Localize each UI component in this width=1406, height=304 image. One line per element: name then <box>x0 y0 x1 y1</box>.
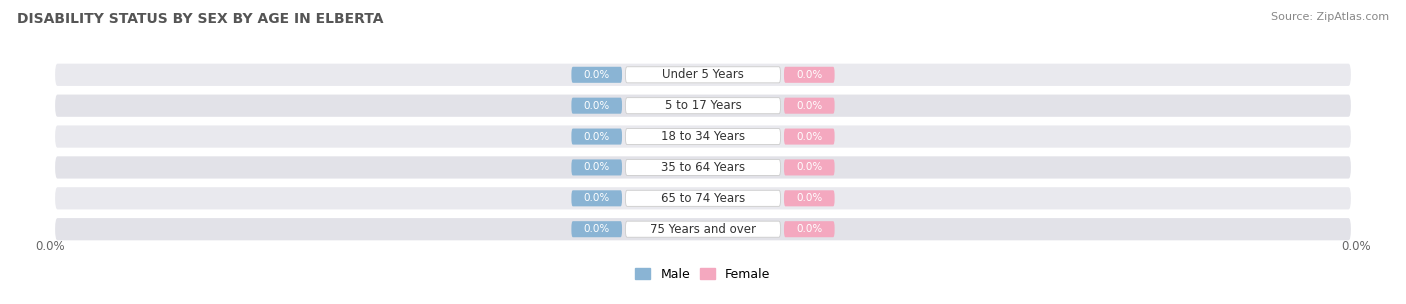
FancyBboxPatch shape <box>785 221 835 237</box>
FancyBboxPatch shape <box>785 159 835 175</box>
Text: 0.0%: 0.0% <box>35 240 65 253</box>
FancyBboxPatch shape <box>571 221 621 237</box>
Text: 35 to 64 Years: 35 to 64 Years <box>661 161 745 174</box>
Text: 0.0%: 0.0% <box>583 224 610 234</box>
Text: Under 5 Years: Under 5 Years <box>662 68 744 81</box>
FancyBboxPatch shape <box>55 126 1351 148</box>
Text: 75 Years and over: 75 Years and over <box>650 223 756 236</box>
FancyBboxPatch shape <box>626 159 780 175</box>
FancyBboxPatch shape <box>785 129 835 145</box>
FancyBboxPatch shape <box>626 221 780 237</box>
Text: Source: ZipAtlas.com: Source: ZipAtlas.com <box>1271 12 1389 22</box>
Text: 0.0%: 0.0% <box>796 224 823 234</box>
Text: 0.0%: 0.0% <box>796 101 823 111</box>
FancyBboxPatch shape <box>626 129 780 145</box>
FancyBboxPatch shape <box>55 64 1351 86</box>
Text: DISABILITY STATUS BY SEX BY AGE IN ELBERTA: DISABILITY STATUS BY SEX BY AGE IN ELBER… <box>17 12 384 26</box>
Text: 0.0%: 0.0% <box>583 70 610 80</box>
FancyBboxPatch shape <box>785 67 835 83</box>
FancyBboxPatch shape <box>55 156 1351 178</box>
Legend: Male, Female: Male, Female <box>630 263 776 286</box>
FancyBboxPatch shape <box>571 159 621 175</box>
Text: 0.0%: 0.0% <box>796 70 823 80</box>
Text: 65 to 74 Years: 65 to 74 Years <box>661 192 745 205</box>
Text: 0.0%: 0.0% <box>583 162 610 172</box>
FancyBboxPatch shape <box>571 67 621 83</box>
FancyBboxPatch shape <box>55 95 1351 117</box>
Text: 0.0%: 0.0% <box>1341 240 1371 253</box>
FancyBboxPatch shape <box>571 98 621 114</box>
FancyBboxPatch shape <box>626 98 780 114</box>
FancyBboxPatch shape <box>55 187 1351 209</box>
Text: 0.0%: 0.0% <box>583 193 610 203</box>
FancyBboxPatch shape <box>571 129 621 145</box>
FancyBboxPatch shape <box>785 190 835 206</box>
Text: 0.0%: 0.0% <box>796 132 823 142</box>
FancyBboxPatch shape <box>55 218 1351 240</box>
Text: 5 to 17 Years: 5 to 17 Years <box>665 99 741 112</box>
Text: 0.0%: 0.0% <box>583 132 610 142</box>
Text: 0.0%: 0.0% <box>796 193 823 203</box>
Text: 18 to 34 Years: 18 to 34 Years <box>661 130 745 143</box>
FancyBboxPatch shape <box>571 190 621 206</box>
FancyBboxPatch shape <box>626 67 780 83</box>
Text: 0.0%: 0.0% <box>583 101 610 111</box>
FancyBboxPatch shape <box>785 98 835 114</box>
Text: 0.0%: 0.0% <box>796 162 823 172</box>
FancyBboxPatch shape <box>626 190 780 206</box>
